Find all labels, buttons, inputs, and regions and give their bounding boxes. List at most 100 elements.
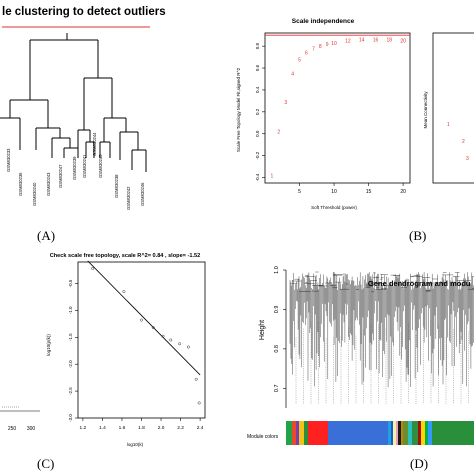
panel-c: 250 300 Check scale free topology, scale… bbox=[0, 253, 206, 471]
panel-a-dendrogram bbox=[0, 33, 147, 172]
panel-c-title: Check scale free topology, scale R^2= 0.… bbox=[50, 253, 201, 259]
data-point: 7 bbox=[312, 46, 315, 52]
module-color-block bbox=[421, 421, 425, 445]
data-point: 12 bbox=[345, 39, 351, 45]
panel-d-label: (D) bbox=[410, 456, 428, 471]
data-point bbox=[161, 334, 165, 338]
data-point bbox=[178, 342, 182, 346]
data-point: 16 bbox=[373, 38, 379, 44]
leaf-label: GSM830246 bbox=[140, 182, 145, 206]
y-tick-label: -2.5 bbox=[68, 387, 73, 395]
panel-b-right-plot-frame bbox=[432, 32, 474, 184]
data-point: 8 bbox=[319, 44, 322, 50]
module-color-block bbox=[398, 421, 401, 445]
leaf-label: GSM830247 bbox=[58, 164, 63, 188]
panel-d-ylabel: Height bbox=[259, 320, 266, 340]
panel-c-marks bbox=[87, 260, 201, 405]
x-tick-label: 1.4 bbox=[99, 425, 106, 431]
y-tick-label: -0.5 bbox=[68, 279, 73, 287]
data-point: 14 bbox=[359, 38, 365, 44]
module-color-block bbox=[308, 421, 328, 445]
y-tick-label: 0.2 bbox=[255, 108, 260, 115]
panel-b-label: (B) bbox=[409, 228, 426, 243]
panel-b-right-point: 2 bbox=[462, 139, 465, 145]
module-color-block bbox=[396, 421, 398, 445]
panel-c-left-tick: 300 bbox=[27, 426, 36, 432]
y-tick-label: -2.0 bbox=[68, 360, 73, 368]
y-tick-label: 0.8 bbox=[255, 43, 260, 50]
data-point: 4 bbox=[291, 72, 294, 78]
y-tick-label: 0.0 bbox=[255, 130, 260, 137]
panel-c-ylabel: log10(p(k)) bbox=[46, 334, 51, 356]
fit-line bbox=[87, 260, 201, 376]
y-tick-label: -1.0 bbox=[68, 306, 73, 314]
leaf-label: GSM830236 bbox=[18, 172, 23, 196]
leaf-label: GSM830233 bbox=[6, 148, 11, 172]
data-point bbox=[140, 318, 143, 322]
leaf-label: GSM830245 bbox=[98, 154, 103, 178]
data-point: 9 bbox=[326, 42, 329, 48]
panel-c-left-tick: 250 bbox=[8, 426, 17, 432]
data-point bbox=[194, 377, 198, 381]
panel-d-yticks: 1.0 0.9 0.8 0.7 bbox=[274, 266, 286, 392]
panel-b-ylabel2: Mean Connectivity bbox=[423, 91, 428, 129]
x-tick-label: 20 bbox=[400, 189, 406, 195]
module-color-block bbox=[408, 421, 412, 445]
panel-b-plot-frame bbox=[264, 32, 411, 184]
module-color-block bbox=[393, 421, 396, 445]
panel-a: le clustering to detect outliers GSM8302… bbox=[0, 6, 166, 243]
x-tick-label: 2.2 bbox=[177, 425, 184, 431]
data-point: 10 bbox=[331, 41, 337, 47]
panel-a-label: (A) bbox=[37, 228, 55, 243]
module-color-block bbox=[403, 421, 408, 445]
data-point bbox=[91, 267, 95, 270]
module-color-block bbox=[292, 421, 296, 445]
data-point: 2 bbox=[277, 130, 280, 136]
y-tick-label: -0.4 bbox=[255, 173, 260, 181]
module-color-block bbox=[388, 421, 391, 445]
panel-c-xlabel: log10(k) bbox=[127, 442, 144, 447]
module-color-block bbox=[418, 421, 421, 445]
leaf-label: GSM830241 bbox=[82, 154, 87, 178]
module-color-block bbox=[412, 421, 418, 445]
data-point bbox=[122, 290, 126, 294]
panel-a-leaf-labels: GSM830233 GSM830236 GSM830240 GSM830243 GSM8… bbox=[6, 132, 145, 210]
y-tick-label: 1.0 bbox=[274, 266, 280, 274]
y-tick-label: -1.5 bbox=[68, 333, 73, 341]
y-tick-label: 0.6 bbox=[255, 64, 260, 71]
x-tick-label: 1.6 bbox=[119, 425, 126, 431]
data-point bbox=[151, 326, 155, 330]
panel-b: Scale independence 5 10 15 20-0.4-0.20.00.2… bbox=[236, 18, 474, 243]
data-point: 6 bbox=[305, 51, 308, 57]
panel-b-axes: 5 10 15 20-0.4-0.20.00.20.40.60.8 bbox=[255, 43, 406, 195]
module-color-block bbox=[425, 421, 428, 445]
y-tick-label: 0.4 bbox=[255, 86, 260, 93]
module-color-block bbox=[391, 421, 393, 445]
data-point bbox=[197, 401, 201, 405]
leaf-label: GSM830243 bbox=[46, 172, 51, 196]
y-tick-label: -3.0 bbox=[68, 414, 73, 422]
panel-c-label: (C) bbox=[37, 456, 54, 471]
module-color-block bbox=[286, 421, 292, 445]
leaf-label: GSM830239 bbox=[72, 156, 77, 180]
x-tick-label: 2.4 bbox=[197, 425, 204, 431]
panel-d-dendrogram bbox=[289, 271, 474, 404]
x-tick-label: 2.0 bbox=[158, 425, 165, 431]
x-tick-label: 5 bbox=[298, 189, 301, 195]
panel-d: Gene dendrogram and modu 1.00.90.80.7 He… bbox=[247, 266, 474, 471]
panel-b-ylabel: Scale Free Topology Model Fit,signed R^2 bbox=[236, 67, 241, 152]
data-point: 3 bbox=[284, 100, 287, 106]
panel-b-right-point: 3 bbox=[466, 156, 469, 162]
data-point: 20 bbox=[400, 39, 406, 45]
x-tick-label: 10 bbox=[331, 189, 337, 195]
leaf-label: GSM830242 bbox=[126, 186, 131, 210]
y-tick-label: 0.8 bbox=[274, 345, 280, 353]
y-tick-label: -0.2 bbox=[255, 151, 260, 159]
module-color-block bbox=[328, 421, 388, 445]
module-color-block bbox=[296, 421, 299, 445]
panel-b-xlabel: Soft Threshold (power) bbox=[311, 205, 357, 210]
plot-frame bbox=[77, 261, 206, 419]
panel-d-module-label: Module colors bbox=[247, 434, 279, 440]
